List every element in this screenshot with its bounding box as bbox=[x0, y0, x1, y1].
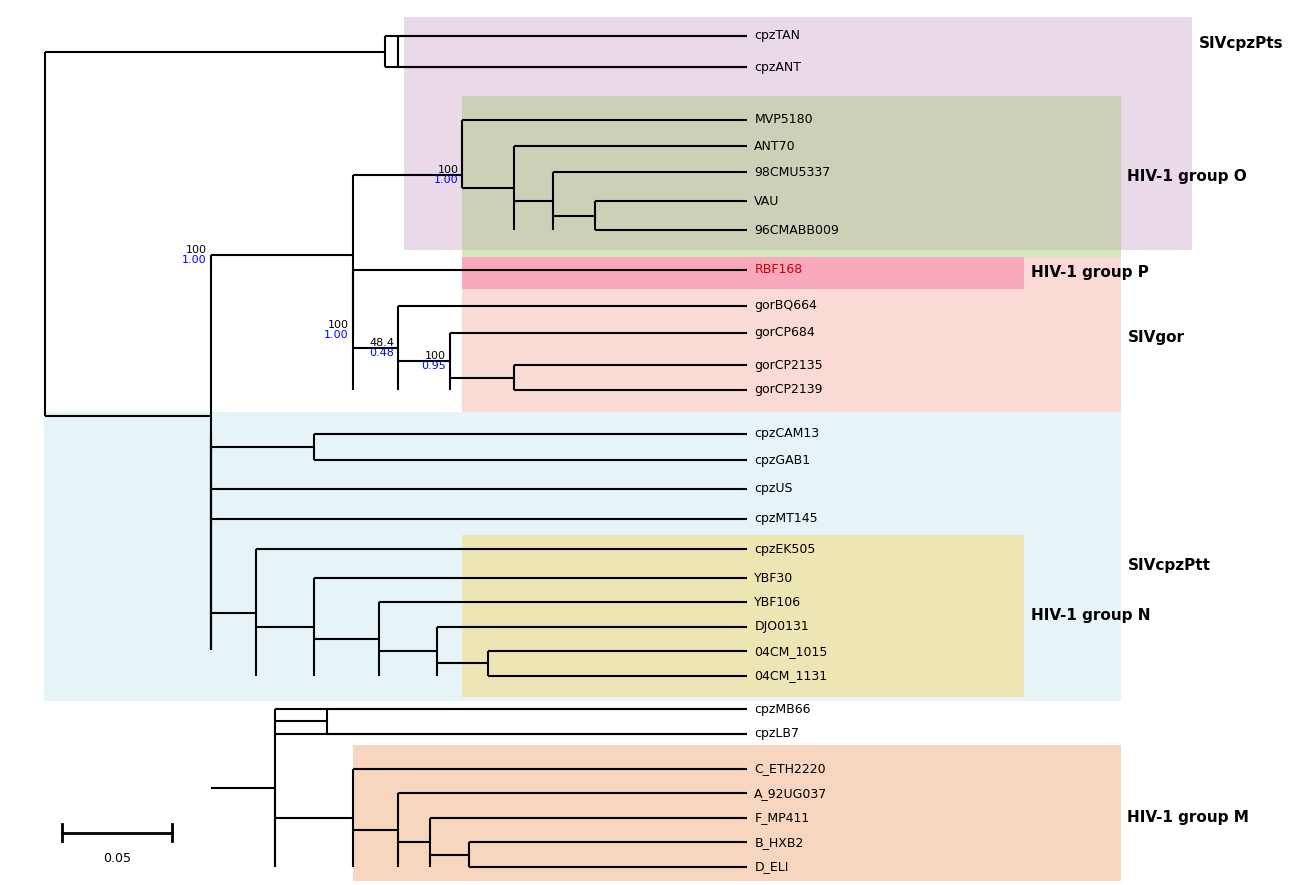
Text: cpzTAN: cpzTAN bbox=[755, 29, 800, 42]
Text: 100: 100 bbox=[328, 319, 349, 330]
Text: DJO0131: DJO0131 bbox=[755, 620, 810, 633]
Text: cpzUS: cpzUS bbox=[755, 482, 793, 496]
Text: 0.05: 0.05 bbox=[103, 852, 131, 865]
Text: 0.48: 0.48 bbox=[369, 348, 394, 358]
Bar bbox=[463, 96, 1121, 257]
Text: 100: 100 bbox=[425, 351, 446, 361]
Text: RBF168: RBF168 bbox=[755, 264, 803, 276]
Text: gorCP2139: gorCP2139 bbox=[755, 383, 823, 396]
Text: 100: 100 bbox=[186, 245, 207, 255]
Text: D_ELI: D_ELI bbox=[755, 860, 789, 873]
Text: cpzMT145: cpzMT145 bbox=[755, 512, 818, 526]
Text: SIVcpzPts: SIVcpzPts bbox=[1198, 36, 1283, 51]
Text: HIV-1 group P: HIV-1 group P bbox=[1031, 265, 1148, 280]
Text: cpzMB66: cpzMB66 bbox=[755, 703, 811, 715]
Text: SIVcpzPtt: SIVcpzPtt bbox=[1127, 558, 1210, 573]
Bar bbox=[463, 257, 1121, 412]
Text: cpzEK505: cpzEK505 bbox=[755, 543, 816, 556]
Text: YBF30: YBF30 bbox=[755, 572, 794, 585]
Text: 1.00: 1.00 bbox=[182, 255, 207, 265]
Text: 0.95: 0.95 bbox=[421, 361, 446, 372]
Text: gorCP2135: gorCP2135 bbox=[755, 358, 823, 372]
Text: cpzCAM13: cpzCAM13 bbox=[755, 427, 819, 440]
Text: MVP5180: MVP5180 bbox=[755, 113, 812, 127]
Text: YBF106: YBF106 bbox=[755, 596, 802, 609]
Text: VAU: VAU bbox=[755, 195, 780, 208]
Text: cpzANT: cpzANT bbox=[755, 61, 802, 73]
Bar bbox=[463, 535, 1024, 696]
Bar bbox=[463, 257, 1024, 289]
Text: 1.00: 1.00 bbox=[324, 330, 349, 340]
Bar bbox=[353, 745, 1121, 881]
Text: 04CM_1131: 04CM_1131 bbox=[755, 669, 828, 682]
Text: 04CM_1015: 04CM_1015 bbox=[755, 644, 828, 658]
Text: gorBQ664: gorBQ664 bbox=[755, 299, 818, 312]
Text: gorCP684: gorCP684 bbox=[755, 327, 815, 340]
Text: 1.00: 1.00 bbox=[434, 175, 459, 185]
Text: SIVgor: SIVgor bbox=[1127, 330, 1185, 345]
Text: 96CMABB009: 96CMABB009 bbox=[755, 224, 840, 237]
Text: A_92UG037: A_92UG037 bbox=[755, 787, 828, 800]
Text: ANT70: ANT70 bbox=[755, 140, 795, 153]
Text: HIV-1 group O: HIV-1 group O bbox=[1127, 169, 1247, 184]
Text: B_HXB2: B_HXB2 bbox=[755, 835, 803, 849]
Text: cpzGAB1: cpzGAB1 bbox=[755, 453, 811, 466]
Text: C_ETH2220: C_ETH2220 bbox=[755, 762, 825, 775]
Text: HIV-1 group M: HIV-1 group M bbox=[1127, 810, 1249, 825]
Text: cpzLB7: cpzLB7 bbox=[755, 727, 799, 740]
Bar bbox=[404, 18, 1192, 250]
Text: F_MP411: F_MP411 bbox=[755, 812, 810, 824]
Text: 48.4: 48.4 bbox=[369, 338, 394, 348]
Text: 100: 100 bbox=[438, 165, 459, 175]
Text: HIV-1 group N: HIV-1 group N bbox=[1031, 608, 1150, 623]
Text: 98CMU5337: 98CMU5337 bbox=[755, 166, 831, 179]
Bar bbox=[44, 412, 1121, 701]
